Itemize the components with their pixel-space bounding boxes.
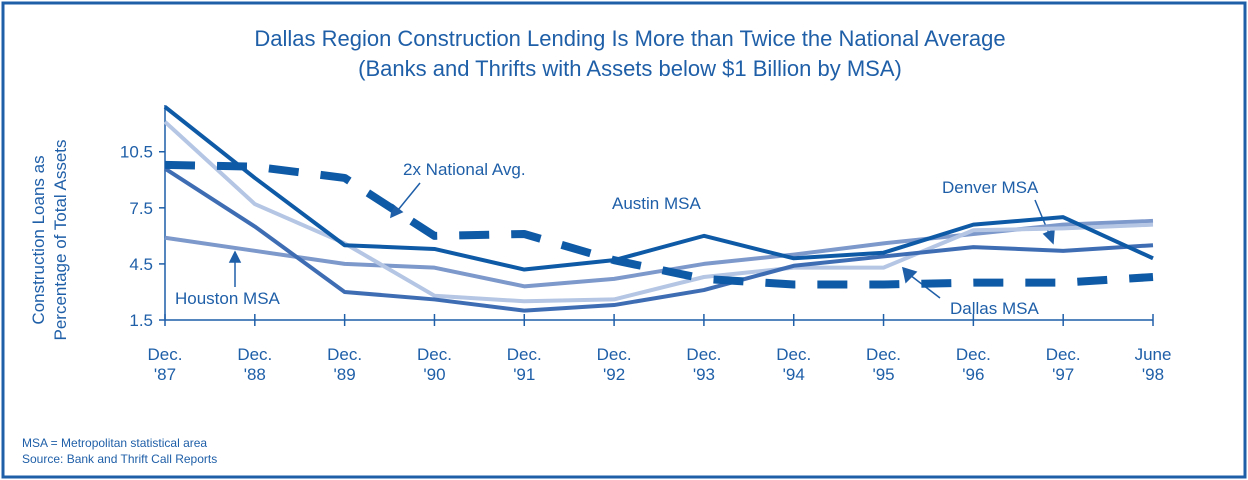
series-label: 2x National Avg. [403,160,526,179]
y-tick-label: 7.5 [129,199,153,218]
series-line [164,160,1154,289]
x-tick-label: Dec. '91 [507,345,542,384]
x-tick-label: Dec. '88 [237,345,272,384]
series-line [164,218,1154,289]
y-tick-label: 10.5 [120,143,153,162]
y-axis-label: Construction Loans as [29,155,48,324]
series-line [163,166,1154,313]
y-tick-label: 1.5 [129,311,153,330]
chart-subtitle: (Banks and Thrifts with Assets below $1 … [358,56,902,81]
note: MSA = Metropolitan statistical area [22,436,207,450]
x-tick-label: Dec. '89 [327,345,362,384]
x-tick-label: Dec. '92 [597,345,632,384]
series-label: Denver MSA [942,178,1039,197]
chart-title: Dallas Region Construction Lending Is Mo… [254,26,1005,51]
series-line [163,120,1154,304]
x-tick-label: Dec. '90 [417,345,452,384]
series-line [163,105,1154,272]
x-tick-label: Dec. '94 [776,345,811,384]
x-tick-label: Dec. '96 [956,345,991,384]
x-tick-label: June '98 [1135,345,1172,384]
x-tick-label: Dec. '95 [866,345,901,384]
y-tick-label: 4.5 [129,255,153,274]
x-tick-label: Dec. '93 [686,345,721,384]
y-axis-label: Percentage of Total Assets [51,140,70,341]
note: Source: Bank and Thrift Call Reports [22,452,217,466]
series-label: Houston MSA [175,289,281,308]
series-label: Austin MSA [612,194,701,213]
series-label: Dallas MSA [950,299,1039,318]
x-tick-label: Dec. '97 [1046,345,1081,384]
x-tick-label: Dec. '87 [148,345,183,384]
